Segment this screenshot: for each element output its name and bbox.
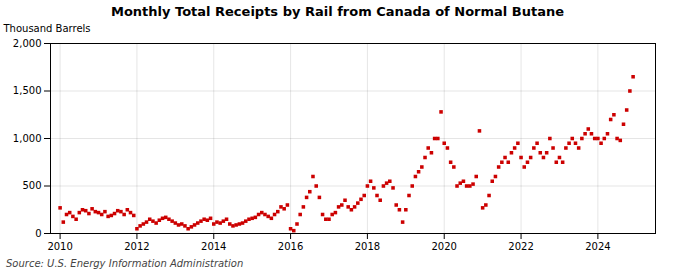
svg-text:0: 0 bbox=[35, 228, 41, 239]
svg-text:2022: 2022 bbox=[508, 241, 533, 252]
svg-text:2020: 2020 bbox=[432, 241, 457, 252]
svg-text:2,000: 2,000 bbox=[13, 38, 42, 49]
svg-text:500: 500 bbox=[22, 180, 41, 191]
svg-text:2018: 2018 bbox=[355, 241, 380, 252]
svg-text:1,500: 1,500 bbox=[13, 85, 42, 96]
svg-text:Thousand Barrels: Thousand Barrels bbox=[3, 23, 91, 34]
svg-text:2014: 2014 bbox=[201, 241, 226, 252]
svg-text:2012: 2012 bbox=[124, 241, 149, 252]
svg-text:1,000: 1,000 bbox=[13, 133, 42, 144]
svg-text:2016: 2016 bbox=[278, 241, 303, 252]
html-text:Monthly Total Receipts by Rail: Monthly Total Receipts by Rail from Cana… bbox=[111, 4, 564, 19]
html-text:Source: U.S. Energy Informatio: Source: U.S. Energy Information Administ… bbox=[6, 258, 244, 269]
svg-text:2010: 2010 bbox=[47, 241, 72, 252]
svg-text:2024: 2024 bbox=[585, 241, 610, 252]
